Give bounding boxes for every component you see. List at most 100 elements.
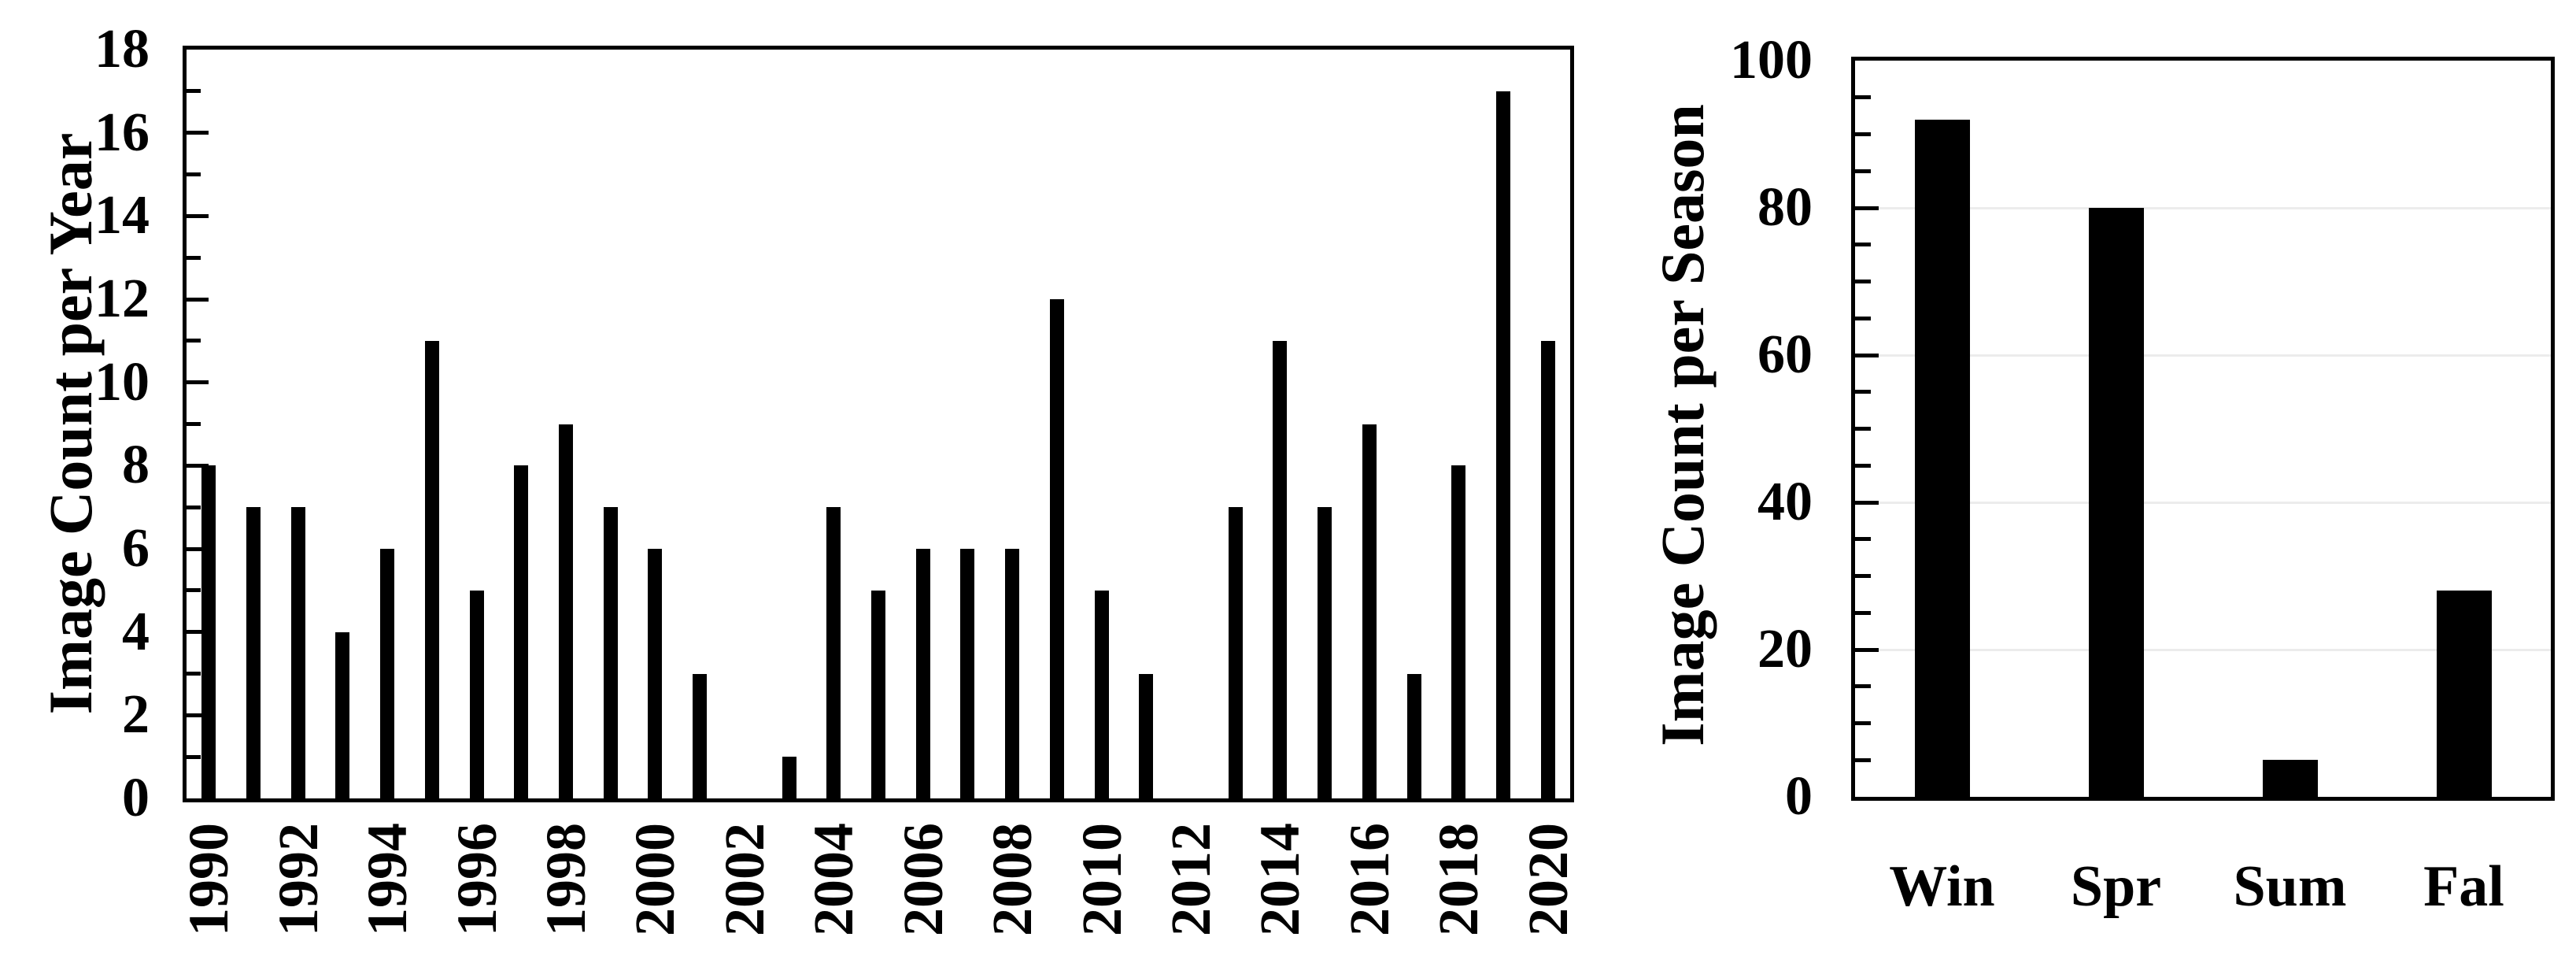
bar-2019 [1495,91,1510,798]
bar-1995 [424,340,439,798]
bar-2014 [1273,340,1288,798]
y-axis-minor-tick [1855,757,1871,762]
x-tick-label-2010: 2010 [1070,823,1133,936]
bar-2008 [1005,549,1020,798]
y-axis-major-tick [187,297,209,302]
bar-2011 [1139,673,1154,798]
major-gridline [1855,648,2551,651]
bar-1991 [246,507,261,798]
y-axis-minor-tick [1855,427,1871,431]
bar-1997 [514,465,529,798]
y-axis-minor-tick [187,89,201,94]
bar-1994 [380,549,395,798]
y-tick-label-10: 10 [94,351,150,413]
major-gridline [1855,206,2551,209]
bar-1992 [290,507,305,798]
bar-2000 [648,549,663,798]
y-tick-label-20: 20 [1757,619,1813,680]
y-axis-minor-tick [1855,463,1871,468]
y-tick-label-8: 8 [122,435,150,496]
y-tick-label-0: 0 [122,768,150,828]
x-tick-label-Spr: Spr [2070,854,2162,919]
y-tick-label-40: 40 [1757,472,1813,532]
bar-Fal [2436,591,2492,797]
y-axis-minor-tick [187,672,201,676]
y-axis-minor-tick [1855,537,1871,542]
bar-Spr [2088,208,2144,797]
bar-2020 [1540,340,1555,798]
y-tick-label-60: 60 [1757,324,1813,385]
x-tick-label-Win: Win [1889,854,1995,919]
y-axis-minor-tick [1855,280,1871,283]
y-axis-major-tick [187,630,209,635]
y-tick-label-2: 2 [122,684,150,746]
bar-2004 [826,507,841,798]
bar-2005 [871,590,885,798]
bar-2006 [915,549,930,798]
y-axis-minor-tick [187,588,201,593]
x-tick-label-2018: 2018 [1427,823,1491,936]
y-axis-minor-tick [1855,684,1871,689]
season-chart-plot-area [1851,57,2555,801]
x-tick-label-2002: 2002 [712,823,776,936]
x-tick-label-1998: 1998 [534,823,598,936]
y-axis-minor-tick [1855,169,1871,173]
y-tick-label-80: 80 [1757,177,1813,238]
y-axis-minor-tick [187,505,201,509]
x-tick-label-Fal: Fal [2423,854,2504,919]
x-tick-label-2016: 2016 [1337,823,1401,936]
y-tick-label-100: 100 [1730,30,1813,91]
y-tick-label-6: 6 [122,518,150,579]
x-tick-label-2008: 2008 [981,823,1044,936]
x-tick-label-Sum: Sum [2233,854,2347,919]
y-axis-minor-tick [187,754,201,759]
bar-Sum [2262,760,2318,797]
major-gridline [1855,501,2551,504]
x-tick-label-2004: 2004 [802,823,866,936]
bar-2010 [1094,590,1109,798]
x-tick-label-2006: 2006 [891,823,955,936]
y-axis-major-tick [187,213,209,218]
y-axis-minor-tick [1855,243,1871,247]
x-tick-label-1990: 1990 [177,823,241,936]
bar-2017 [1406,673,1421,798]
y-tick-label-16: 16 [94,102,150,163]
y-axis-major-tick [187,713,209,717]
y-axis-major-tick [1855,206,1879,210]
y-axis-minor-tick [187,255,201,260]
bar-1998 [559,424,574,798]
bar-2016 [1362,424,1377,798]
x-tick-label-2000: 2000 [623,823,687,936]
bar-2013 [1228,507,1243,798]
bar-2018 [1451,465,1466,798]
y-axis-minor-tick [1855,610,1871,615]
bar-1999 [603,507,618,798]
bar-Win [1914,119,1970,797]
bar-2015 [1318,507,1332,798]
x-tick-label-1996: 1996 [445,823,508,936]
x-tick-label-2020: 2020 [1516,823,1580,936]
y-tick-label-4: 4 [122,601,150,662]
y-axis-minor-tick [1855,316,1871,320]
y-axis-major-tick [1855,353,1879,357]
bar-1993 [335,631,350,798]
x-tick-label-1994: 1994 [356,823,419,936]
bar-2007 [960,549,975,798]
y-axis-minor-tick [187,172,201,176]
y-axis-minor-tick [187,422,201,426]
y-tick-label-14: 14 [94,185,150,246]
x-tick-label-1992: 1992 [266,823,330,936]
y-tick-label-12: 12 [94,268,150,329]
y-axis-minor-tick [1855,721,1871,725]
y-axis-major-tick [187,380,209,385]
y-tick-label-18: 18 [94,19,150,80]
year-chart-plot-area [183,46,1574,802]
y-axis-minor-tick [1855,390,1871,394]
y-axis-minor-tick [1855,132,1871,136]
y-axis-major-tick [1855,647,1879,652]
bar-2009 [1049,299,1064,798]
year-chart-y-axis-title: Image Count per Year [36,132,105,715]
y-axis-major-tick [187,463,209,468]
y-axis-minor-tick [1855,95,1871,100]
